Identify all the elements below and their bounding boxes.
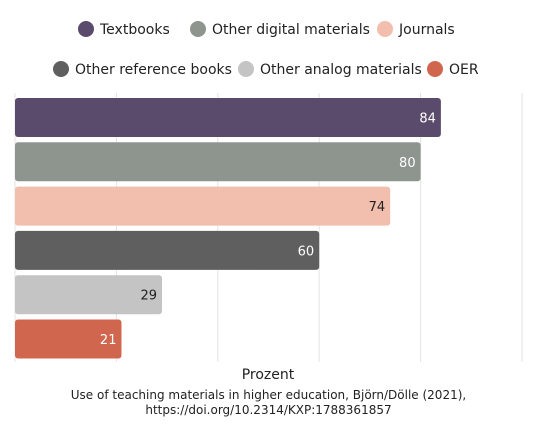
x-axis-label: Prozent (242, 367, 295, 383)
bars: 84 80 74 60 29 21 (15, 98, 441, 359)
legend-swatch (190, 21, 206, 37)
bar-value-label: 21 (100, 333, 117, 348)
legend-swatch (427, 61, 443, 77)
legend-item-other-reference-books: Other reference books (53, 61, 232, 78)
legend-swatch (377, 21, 393, 37)
legend-label: Other reference books (75, 62, 232, 78)
bar-other-analog-materials (15, 275, 163, 315)
bar-value-label: 29 (140, 289, 157, 304)
legend-label: Other digital materials (212, 22, 370, 38)
bar-other-digital-materials (15, 142, 421, 182)
legend-item-oer: OER (427, 61, 479, 78)
legend-swatch (238, 61, 254, 77)
legend-label: Journals (398, 22, 455, 38)
caption: Use of teaching materials in higher educ… (70, 388, 467, 417)
gridlines (14, 93, 523, 362)
legend-item-other-analog-materials: Other analog materials (238, 61, 422, 78)
legend-swatch (78, 21, 94, 37)
bar-other-reference-books (15, 230, 320, 270)
legend: Textbooks Other digital materials Journals… (53, 21, 479, 78)
bar-oer (15, 319, 122, 359)
bar-textbooks (15, 98, 441, 137)
legend-item-journals: Journals (377, 21, 455, 38)
legend-label: Textbooks (99, 22, 170, 38)
bar-value-label: 74 (369, 200, 386, 215)
bar-value-label: 80 (399, 156, 416, 171)
legend-item-textbooks: Textbooks (78, 21, 170, 38)
bar-value-label: 84 (419, 112, 436, 127)
legend-item-other-digital-materials: Other digital materials (190, 21, 370, 38)
bar-value-label: 60 (298, 244, 315, 259)
legend-swatch (53, 61, 69, 77)
legend-label: OER (449, 62, 479, 78)
bar-journals (15, 186, 391, 226)
legend-label: Other analog materials (260, 62, 422, 78)
